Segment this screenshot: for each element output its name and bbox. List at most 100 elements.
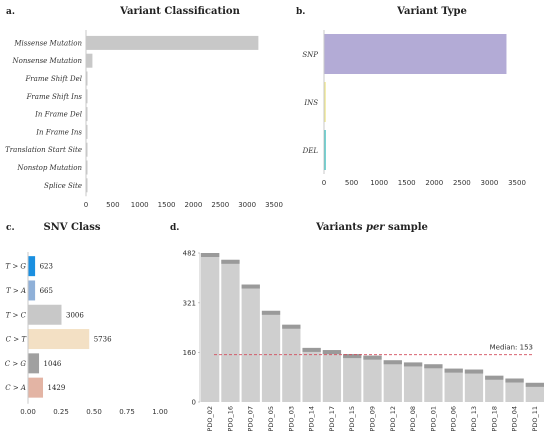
panel-d-bar — [464, 369, 484, 402]
panel-a-bar — [86, 107, 88, 122]
panel-b-bar — [324, 130, 326, 170]
panel-b-x-tick: 1500 — [398, 179, 416, 187]
panel-c-x-tick: 0.25 — [53, 408, 69, 416]
panel-a-category-label: Nonstop Mutation — [16, 164, 82, 172]
panel-d-bar-cap — [201, 253, 220, 257]
panel-d-bar — [302, 347, 321, 402]
panel-d-bar-cap — [525, 382, 544, 387]
panel-letter-d: d. — [170, 223, 179, 233]
panel-d-sample-label: PDO_05 — [267, 406, 275, 432]
panel-d-bar — [403, 362, 423, 402]
panel-a-category-label: Frame Shift Ins — [26, 93, 83, 101]
panel-d-bar — [383, 360, 402, 402]
panel-c-bar — [28, 329, 90, 350]
panel-b-x-tick: 0 — [322, 179, 326, 187]
panel-d-bar — [261, 310, 281, 402]
panel-c-category-label: T > C — [6, 311, 27, 319]
panel-b-category-label: INS — [303, 99, 318, 107]
panel-d-bar-cap — [322, 350, 342, 355]
panel-b-category-label: DEL — [302, 147, 319, 155]
panel-d-bar — [363, 355, 382, 402]
panel-d-sample-label: PDO_04 — [511, 406, 519, 432]
panel-d-sample-label: PDO_16 — [226, 406, 234, 432]
panel-c-category-label: T > A — [6, 287, 26, 295]
panel-letter-a: a. — [6, 7, 15, 17]
panel-b-x-tick: 2000 — [425, 179, 443, 187]
panel-a-x-tick: 0 — [84, 201, 88, 209]
panel-d-sample-label: PDO_13 — [470, 406, 478, 432]
panel-d-bar-cap — [282, 324, 301, 329]
panel-d-median-label: Median: 153 — [490, 344, 533, 352]
panel-d-bar-cap — [464, 369, 484, 374]
panel-a-category-label: Splice Site — [44, 182, 82, 190]
panel-d-bar-cap — [363, 355, 382, 360]
panel-b-x-tick: 500 — [345, 179, 358, 187]
panel-d-sample-label: PDO_03 — [287, 406, 295, 432]
panel-d-title-part: Variants — [315, 222, 366, 233]
panel-c-value-label: 623 — [40, 263, 53, 271]
panel-d-sample-label: PDO_15 — [348, 406, 356, 432]
panel-d-y-tick: 0 — [192, 399, 196, 407]
panel-d-y-tick: 321 — [183, 299, 196, 307]
panel-d-sample-label: PDO_09 — [369, 406, 377, 432]
panel-d-y-tick: 160 — [183, 349, 196, 357]
panel-d-bar — [322, 350, 342, 402]
panel-a-title: Variant Classification — [119, 6, 240, 17]
panel-a-x-tick: 3000 — [238, 201, 256, 209]
panel-a-bar — [86, 160, 88, 175]
panel-letter-b: b. — [296, 7, 305, 17]
panel-d-bar — [444, 368, 463, 402]
panel-a-bar — [86, 71, 88, 86]
panel-a-x-tick: 2500 — [211, 201, 229, 209]
panel-a-bar — [86, 53, 93, 68]
panel-d-sample-label: PDO_06 — [450, 406, 458, 432]
panel-c-value-label: 5736 — [94, 336, 112, 344]
panel-d-bar-cap — [343, 354, 362, 359]
panel-d-title: Variants per sample — [315, 222, 428, 233]
panel-d-bar-cap — [261, 310, 281, 315]
panel-d-sample-label: PDO_07 — [247, 406, 255, 432]
panel-a-bar — [86, 142, 88, 157]
panel-d-bar — [525, 382, 544, 402]
panel-d-bar-cap — [221, 259, 240, 264]
panel-a-x-tick: 500 — [106, 201, 119, 209]
panel-b-bar — [324, 82, 326, 122]
panel-c-bar — [28, 304, 62, 325]
panel-d-bar-cap — [505, 378, 524, 383]
panel-c-x-tick: 1.00 — [152, 408, 168, 416]
panel-d-sample-label: PDO_02 — [206, 406, 214, 432]
panel-b-category-label: SNP — [302, 51, 318, 59]
panel-d-bar-cap — [444, 368, 463, 373]
panel-d-sample-label: PDO_08 — [409, 406, 417, 432]
panel-c-bar — [28, 353, 40, 374]
panel-d-title-part: sample — [385, 222, 428, 233]
panel-c-bar — [28, 280, 36, 301]
panel-a-category-label: Missense Mutation — [13, 39, 82, 47]
panel-a-bar — [86, 89, 88, 104]
panel-a-bar — [86, 178, 88, 193]
panel-b-bar — [324, 34, 507, 74]
panel-d-bar — [282, 324, 301, 402]
panel-c-category-label: T > G — [5, 263, 26, 271]
panel-d-sample-label: PDO_14 — [308, 406, 316, 432]
panel-d-bar — [343, 354, 362, 402]
panel-c-value-label: 1046 — [44, 360, 62, 368]
panel-d-sample-label: PDO_12 — [389, 406, 397, 432]
panel-d-bar — [241, 284, 260, 402]
panel-c-x-tick: 0.50 — [86, 408, 102, 416]
panel-a-x-tick: 3500 — [265, 201, 283, 209]
panel-a-category-label: In Frame Del — [34, 111, 82, 119]
panel-c-category-label: C > A — [5, 384, 26, 392]
panel-a-category-label: Nonsense Mutation — [12, 57, 83, 65]
panel-c-x-tick: 0.75 — [119, 408, 135, 416]
panel-d-bar-cap — [383, 360, 402, 365]
panel-a-bar — [86, 35, 259, 50]
panel-c-title: SNV Class — [43, 222, 100, 233]
panel-d-bar-cap — [403, 362, 423, 367]
panel-d-bar — [485, 375, 504, 402]
panel-b-x-tick: 3000 — [481, 179, 499, 187]
panel-a-x-tick: 1000 — [131, 201, 149, 209]
panel-a-x-tick: 2000 — [185, 201, 203, 209]
panel-b-x-tick: 1000 — [370, 179, 388, 187]
